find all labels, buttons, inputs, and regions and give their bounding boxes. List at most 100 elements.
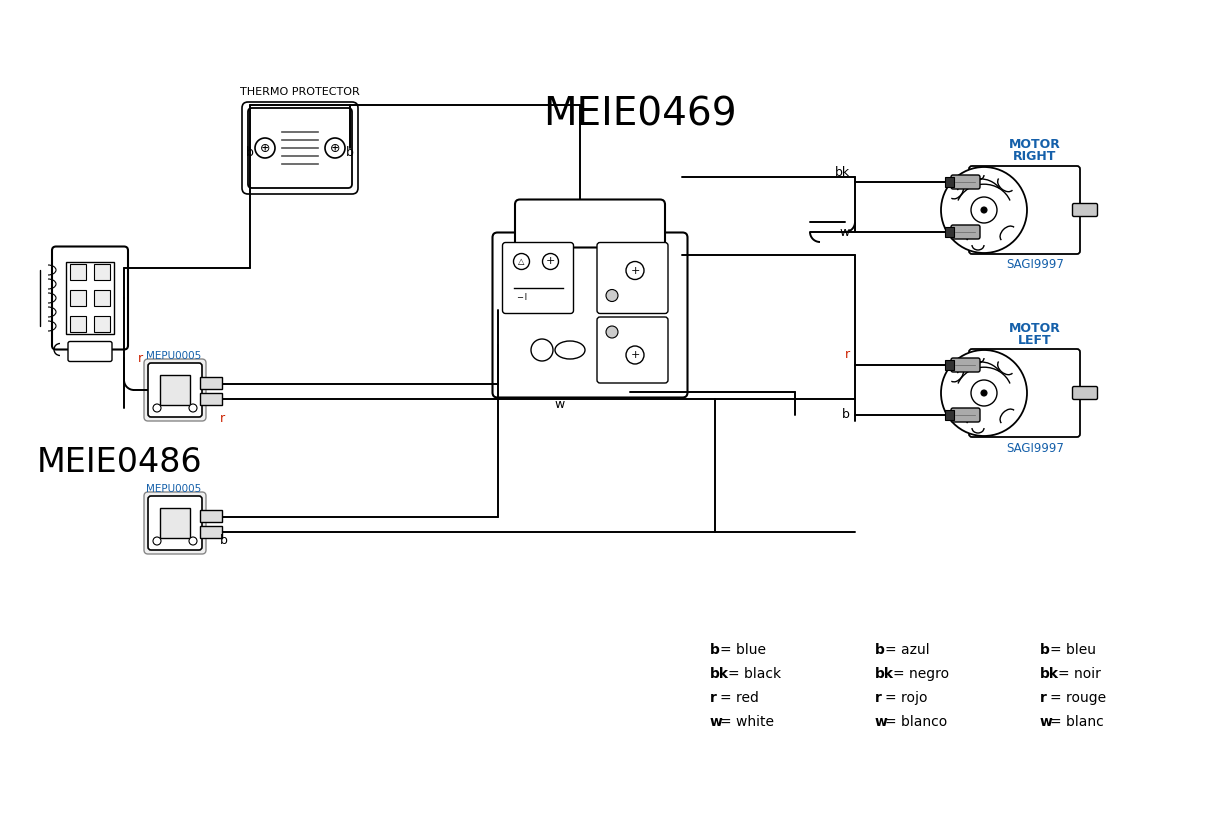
Text: MOTOR: MOTOR xyxy=(1009,321,1061,335)
Text: MEIE0469: MEIE0469 xyxy=(543,96,736,134)
Circle shape xyxy=(970,197,997,223)
Circle shape xyxy=(606,326,618,338)
Text: b: b xyxy=(710,643,719,657)
Bar xyxy=(200,510,222,522)
Text: △: △ xyxy=(518,257,525,266)
FancyBboxPatch shape xyxy=(52,247,128,350)
Text: SAGI9997: SAGI9997 xyxy=(1007,441,1063,455)
Text: b: b xyxy=(220,534,228,548)
Text: = blanc: = blanc xyxy=(1050,715,1103,729)
Text: w: w xyxy=(710,715,723,729)
Text: = noir: = noir xyxy=(1059,667,1101,681)
Circle shape xyxy=(606,289,618,301)
Bar xyxy=(94,264,110,280)
Text: = azul: = azul xyxy=(885,643,929,657)
Text: bk: bk xyxy=(710,667,729,681)
Bar xyxy=(945,227,954,237)
Bar xyxy=(70,316,86,332)
FancyBboxPatch shape xyxy=(951,225,980,239)
FancyBboxPatch shape xyxy=(144,359,206,421)
Circle shape xyxy=(513,253,530,269)
Text: w: w xyxy=(875,715,888,729)
Bar xyxy=(200,377,222,389)
Text: bk: bk xyxy=(875,667,894,681)
Circle shape xyxy=(542,253,559,269)
Text: r: r xyxy=(220,411,226,425)
Circle shape xyxy=(626,262,645,279)
Circle shape xyxy=(189,404,197,412)
Circle shape xyxy=(531,339,553,361)
Text: bk: bk xyxy=(835,165,850,179)
Text: MEPU0005: MEPU0005 xyxy=(146,351,202,361)
Text: SAGI9997: SAGI9997 xyxy=(1007,258,1063,272)
FancyBboxPatch shape xyxy=(515,200,665,248)
Circle shape xyxy=(970,380,997,406)
Circle shape xyxy=(626,346,645,364)
Text: +: + xyxy=(630,350,640,360)
FancyBboxPatch shape xyxy=(1073,204,1097,216)
Bar xyxy=(945,177,954,187)
Circle shape xyxy=(941,350,1027,436)
Text: ⊕: ⊕ xyxy=(260,142,270,154)
Bar xyxy=(200,393,222,405)
FancyBboxPatch shape xyxy=(492,232,688,398)
Text: b: b xyxy=(346,147,354,159)
Text: RIGHT: RIGHT xyxy=(1014,150,1056,164)
Text: = rojo: = rojo xyxy=(885,691,927,705)
Circle shape xyxy=(255,138,275,158)
Text: = white: = white xyxy=(721,715,774,729)
Text: w: w xyxy=(840,226,850,238)
Circle shape xyxy=(941,167,1027,253)
Bar xyxy=(161,375,189,405)
Text: r: r xyxy=(710,691,717,705)
Bar xyxy=(70,290,86,306)
Text: = negro: = negro xyxy=(893,667,949,681)
FancyBboxPatch shape xyxy=(951,175,980,189)
FancyBboxPatch shape xyxy=(951,358,980,372)
FancyBboxPatch shape xyxy=(144,492,206,554)
Text: ⊕: ⊕ xyxy=(330,142,340,154)
Text: bk: bk xyxy=(1040,667,1059,681)
Circle shape xyxy=(981,390,987,396)
Text: +: + xyxy=(630,265,640,275)
Text: THERMO PROTECTOR: THERMO PROTECTOR xyxy=(240,87,360,97)
Text: b: b xyxy=(842,409,850,421)
Text: LEFT: LEFT xyxy=(1019,333,1051,347)
Ellipse shape xyxy=(555,341,585,359)
Text: +: + xyxy=(546,257,555,267)
Text: w: w xyxy=(1040,715,1053,729)
FancyBboxPatch shape xyxy=(951,408,980,422)
Circle shape xyxy=(981,207,987,213)
Circle shape xyxy=(153,404,161,412)
Text: = red: = red xyxy=(721,691,759,705)
Text: ─ I: ─ I xyxy=(518,293,527,302)
Text: r: r xyxy=(875,691,882,705)
Text: = black: = black xyxy=(728,667,781,681)
Bar xyxy=(945,360,954,370)
Bar xyxy=(161,508,189,538)
Text: w: w xyxy=(555,399,565,411)
Bar xyxy=(945,410,954,420)
FancyBboxPatch shape xyxy=(597,317,667,383)
FancyBboxPatch shape xyxy=(969,349,1080,437)
FancyBboxPatch shape xyxy=(68,341,112,362)
Text: r: r xyxy=(1040,691,1046,705)
Text: MOTOR: MOTOR xyxy=(1009,138,1061,152)
FancyBboxPatch shape xyxy=(247,108,352,188)
Bar xyxy=(94,290,110,306)
FancyBboxPatch shape xyxy=(241,102,358,194)
Text: r: r xyxy=(845,348,850,362)
Text: r: r xyxy=(138,352,142,364)
Text: = bleu: = bleu xyxy=(1050,643,1096,657)
FancyBboxPatch shape xyxy=(148,496,202,550)
Text: = blanco: = blanco xyxy=(885,715,947,729)
Text: MEIE0486: MEIE0486 xyxy=(37,446,203,478)
FancyBboxPatch shape xyxy=(969,166,1080,254)
Bar xyxy=(70,264,86,280)
Circle shape xyxy=(189,537,197,545)
Text: MEPU0005: MEPU0005 xyxy=(146,484,202,494)
Text: b: b xyxy=(246,147,253,159)
FancyBboxPatch shape xyxy=(502,242,573,314)
Bar xyxy=(66,262,113,334)
Text: b: b xyxy=(1040,643,1050,657)
